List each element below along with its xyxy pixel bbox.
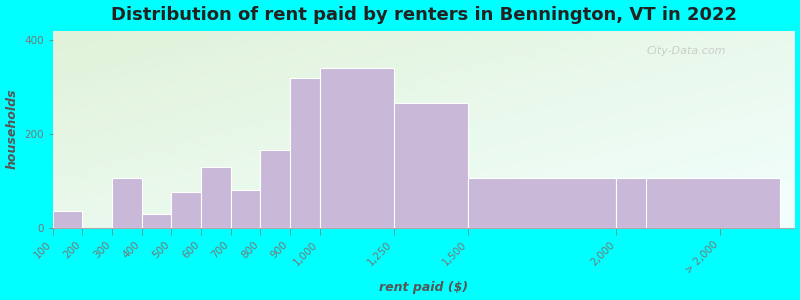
Y-axis label: households: households [6,89,18,170]
X-axis label: rent paid ($): rent paid ($) [379,281,468,294]
Bar [230,190,261,228]
Bar [112,178,142,228]
Bar [142,214,171,228]
Bar [646,178,780,228]
Bar [171,193,201,228]
Title: Distribution of rent paid by renters in Bennington, VT in 2022: Distribution of rent paid by renters in … [110,6,737,24]
Bar [320,68,394,228]
Bar [617,178,765,228]
Bar [290,78,320,228]
Bar [201,167,230,228]
Bar [53,211,82,228]
Text: City-Data.com: City-Data.com [646,46,726,56]
Bar [468,178,617,228]
Bar [394,103,468,228]
Bar [261,150,290,228]
